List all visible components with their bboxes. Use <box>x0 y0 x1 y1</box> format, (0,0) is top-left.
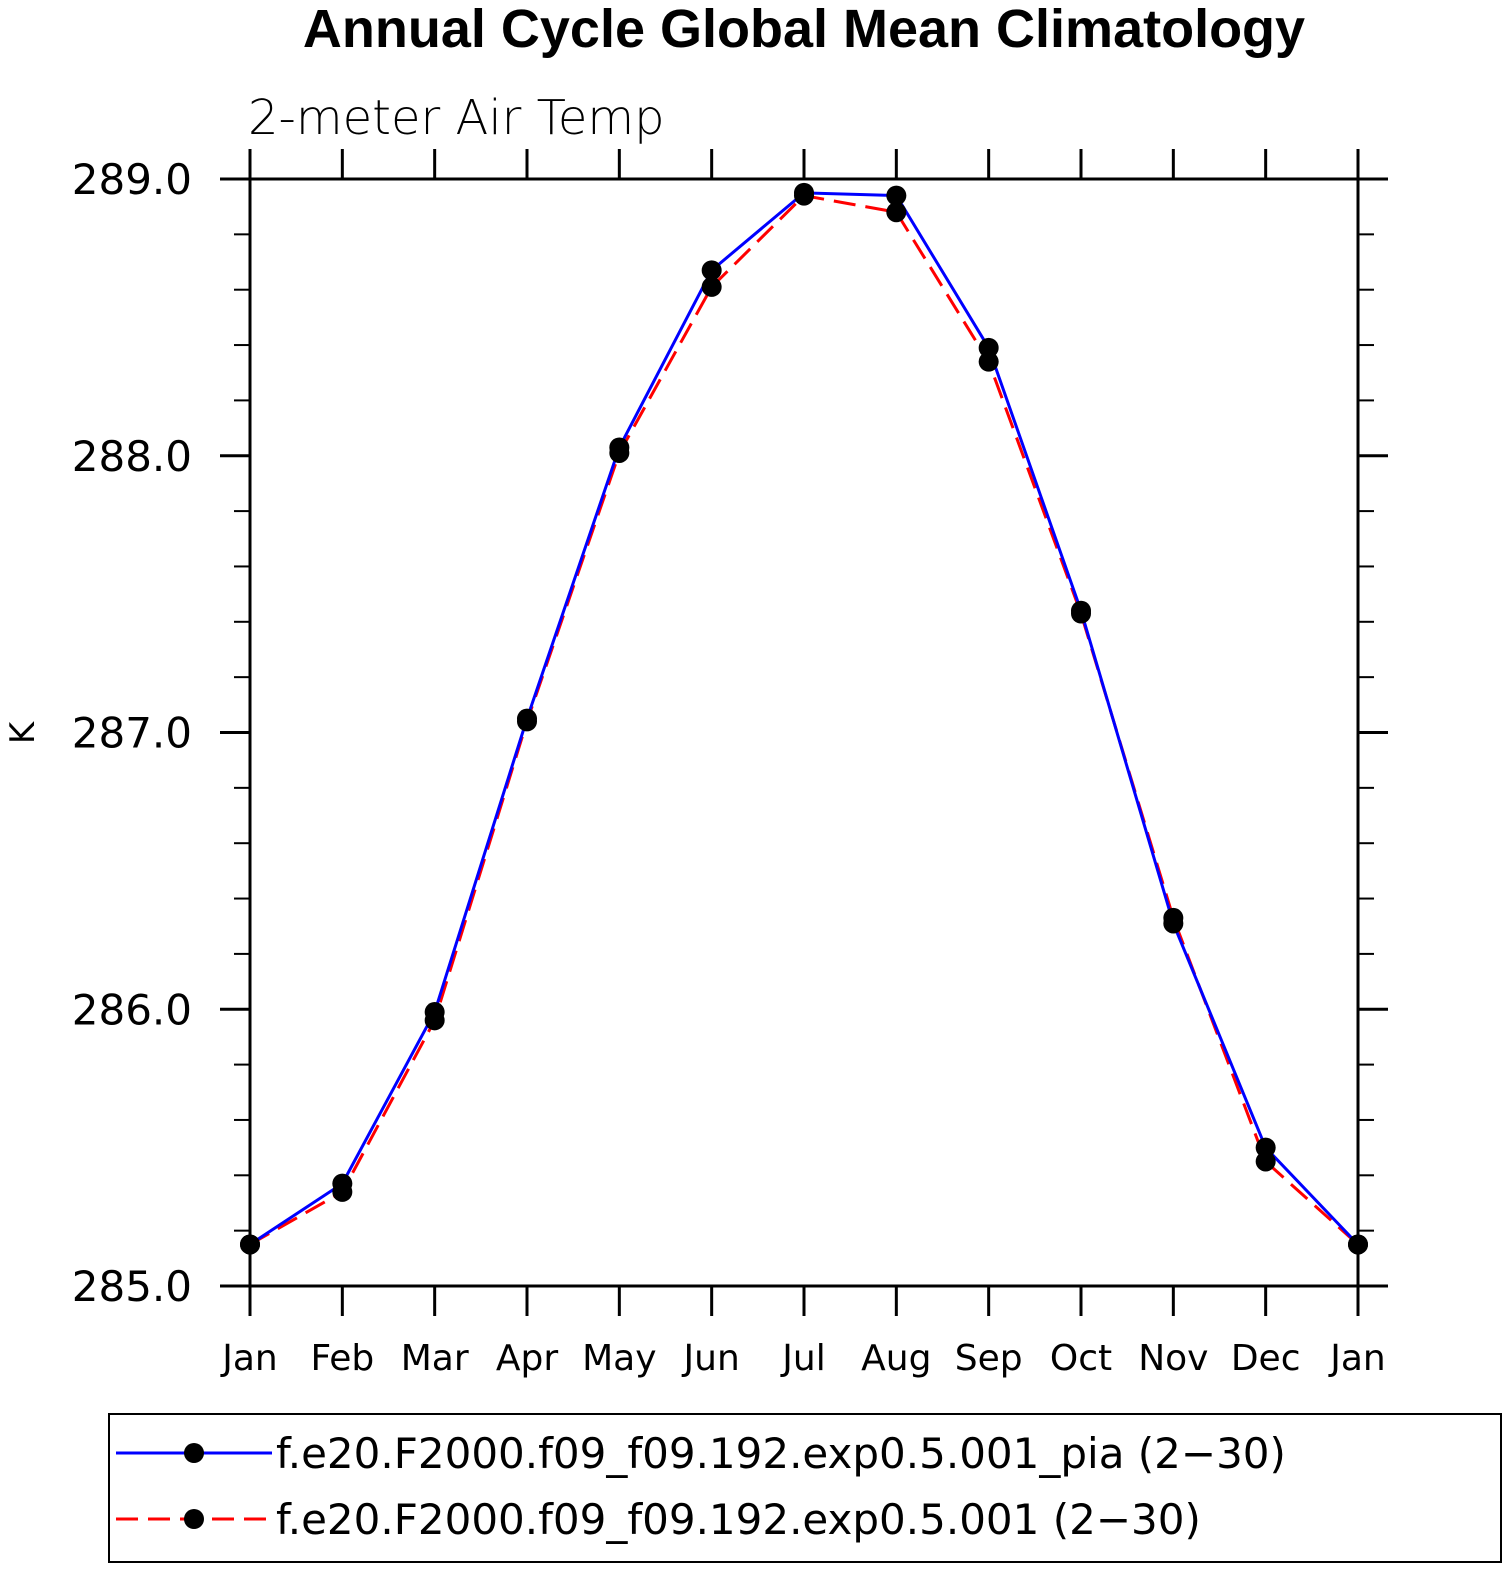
series-1-point <box>886 202 907 223</box>
y-tick-label: 286.0 <box>72 985 192 1034</box>
series-line-0 <box>249 191 1360 1246</box>
series-1-point <box>1071 603 1091 624</box>
series-1-point <box>794 185 814 206</box>
x-tick-label: Apr <box>496 1338 558 1379</box>
x-tick-label: Dec <box>1231 1338 1301 1379</box>
chart-subtitle: 2-meter Air Temp <box>248 90 665 146</box>
y-tick-labels: 285.0 286.0 287.0 288.0 289.0 <box>72 155 192 1311</box>
series-1-point <box>978 351 999 372</box>
series-1-point <box>424 1010 445 1031</box>
axis-ticks <box>220 149 1388 1316</box>
x-tick-label: Mar <box>401 1338 469 1379</box>
x-tick-label: May <box>582 1338 656 1379</box>
y-axis-label: K <box>3 720 43 744</box>
x-tick-label: Aug <box>861 1338 931 1379</box>
x-tick-label: Feb <box>310 1338 374 1379</box>
x-tick-label: Jul <box>780 1338 825 1379</box>
legend-label: f.e20.F2000.f09_f09.192.exp0.5.001 (2−30… <box>276 1495 1201 1544</box>
series-1-point <box>332 1181 353 1202</box>
plot-frame <box>248 177 1360 1288</box>
series-0-point <box>886 185 907 206</box>
x-tick-label: Jan <box>220 1338 278 1379</box>
legend-label: f.e20.F2000.f09_f09.192.exp0.5.001_pia (… <box>276 1429 1286 1478</box>
series-1-point <box>1255 1151 1276 1172</box>
series-1-point <box>517 711 537 732</box>
x-tick-label: Jun <box>682 1338 740 1379</box>
y-tick-label: 287.0 <box>72 709 192 758</box>
series-0-point <box>701 260 722 281</box>
x-tick-label: Jan <box>1328 1338 1386 1379</box>
series-0-point <box>1255 1137 1276 1158</box>
chart-title: Annual Cycle Global Mean Climatology <box>303 0 1305 59</box>
series-1-point <box>1163 907 1184 928</box>
series-markers <box>240 182 1368 1255</box>
legend-box <box>108 1413 1502 1563</box>
series-line-1 <box>249 193 1360 1246</box>
y-tick-label: 289.0 <box>72 155 192 204</box>
x-tick-label: Nov <box>1138 1338 1208 1379</box>
x-tick-label: Oct <box>1050 1338 1112 1379</box>
x-tick-labels: Jan Feb Mar Apr May Jun Jul Aug Sep Oct Nov Dec Jan <box>220 1338 1386 1379</box>
series-lines <box>249 191 1360 1246</box>
series-0-point <box>978 337 999 358</box>
legend: f.e20.F2000.f09_f09.192.exp0.5.001_pia (… <box>116 1429 1286 1544</box>
series-1-point <box>609 442 630 463</box>
y-tick-label: 285.0 <box>72 1262 192 1311</box>
x-tick-label: Sep <box>955 1338 1023 1379</box>
series-1-point <box>701 276 722 297</box>
legend-swatch-marker <box>184 1509 204 1529</box>
legend-swatch-marker <box>184 1443 204 1463</box>
y-tick-label: 288.0 <box>72 432 192 481</box>
